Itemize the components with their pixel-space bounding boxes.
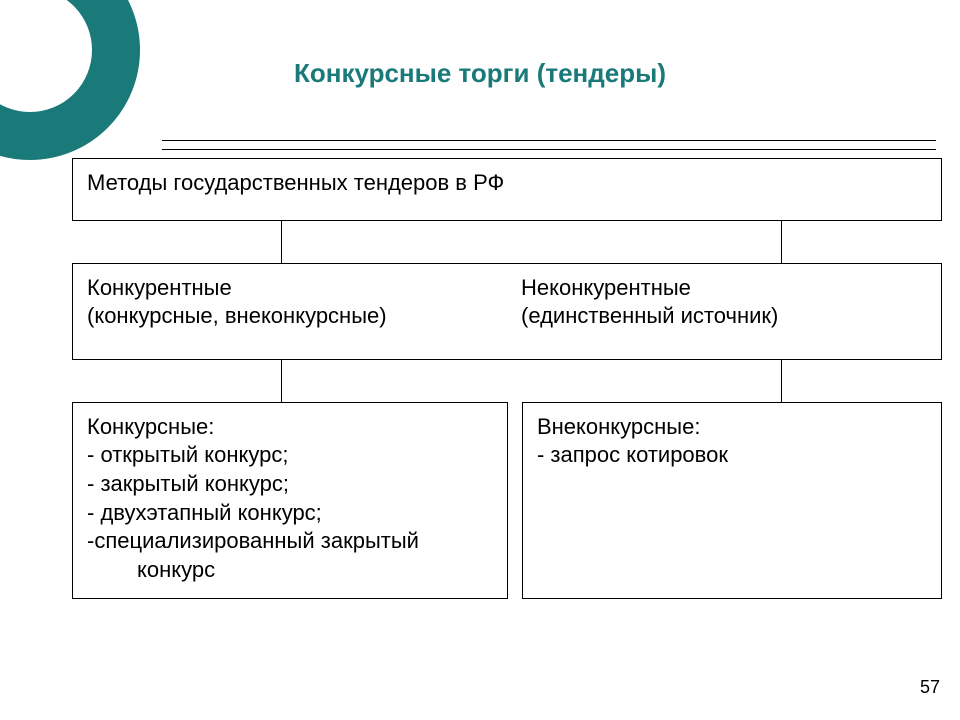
page-number: 57 xyxy=(920,677,940,698)
row-categories-right: Неконкурентные (единственный источник) xyxy=(507,264,941,359)
konkursnye-heading: Конкурсные: xyxy=(87,413,493,442)
competitive-line1: Конкурентные xyxy=(87,274,493,303)
vnekonkursnye-item1: - запрос котировок xyxy=(537,441,927,470)
content-area: Методы государственных тендеров в РФ Кон… xyxy=(72,140,942,599)
vnekonkursnye-box: Внеконкурсные: - запрос котировок xyxy=(522,402,942,600)
row-categories-left: Конкурентные (конкурсные, внеконкурсные) xyxy=(73,264,507,359)
competitive-line2: (конкурсные, внеконкурсные) xyxy=(87,302,493,331)
noncompetitive-line1: Неконкурентные xyxy=(521,274,927,303)
konkursnye-item1: - открытый конкурс; xyxy=(87,441,493,470)
konkursnye-item4b: конкурс xyxy=(137,556,493,585)
konkursnye-item2: - закрытый конкурс; xyxy=(87,470,493,499)
spacer-2 xyxy=(72,360,942,402)
vnekonkursnye-heading: Внеконкурсные: xyxy=(537,413,927,442)
konkursnye-item3: - двухэтапный конкурс; xyxy=(87,499,493,528)
top-rules xyxy=(162,140,936,150)
konkursnye-item4: -специализированный закрытый xyxy=(87,527,493,556)
row-details: Конкурсные: - открытый конкурс; - закрыт… xyxy=(72,402,942,600)
noncompetitive-line2: (единственный источник) xyxy=(521,302,927,331)
page-title: Конкурсные торги (тендеры) xyxy=(0,58,960,89)
konkursnye-box: Конкурсные: - открытый конкурс; - закрыт… xyxy=(72,402,508,600)
row-categories: Конкурентные (конкурсные, внеконкурсные)… xyxy=(72,263,942,360)
row-methods: Методы государственных тендеров в РФ xyxy=(72,158,942,221)
row-methods-text: Методы государственных тендеров в РФ xyxy=(87,169,927,198)
spacer-1 xyxy=(72,221,942,263)
